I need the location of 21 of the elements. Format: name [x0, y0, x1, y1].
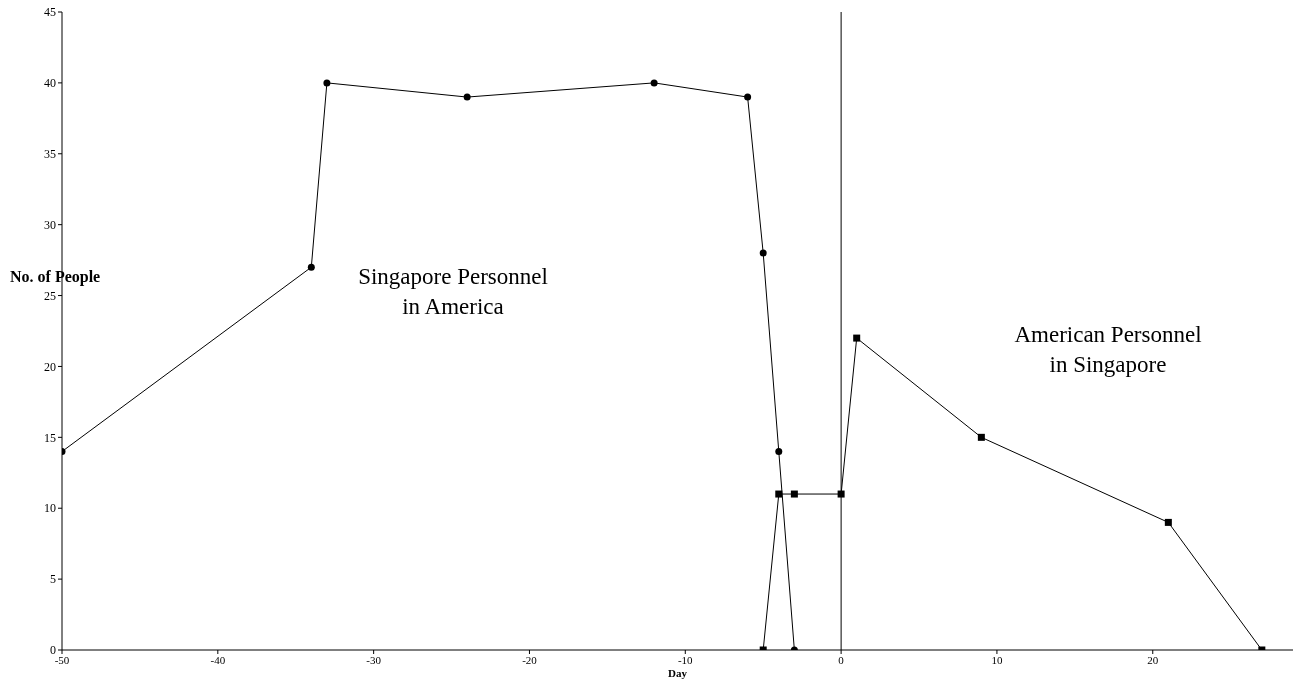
text: American Personnel in Singapore: [1014, 321, 1202, 379]
series-label: Singapore Personnel in America: [358, 263, 548, 321]
x-tick-label: -50: [54, 653, 70, 666]
y-tick-label: 15: [44, 430, 56, 445]
x-tick-label: -40: [210, 653, 226, 666]
y-tick-label: 25: [44, 288, 56, 303]
y-tick-label: 20: [44, 359, 56, 374]
x-tick-label: 10: [991, 653, 1003, 666]
x-tick-label: -10: [677, 653, 694, 666]
x-tick-label: 20: [1147, 653, 1159, 666]
y-tick-label: 40: [44, 76, 56, 91]
x-tick-label: -20: [522, 653, 538, 666]
y-axis-title: No. of People: [10, 268, 101, 286]
y-tick-label: 45: [44, 5, 56, 20]
x-axis-title: Day: [668, 667, 688, 679]
x-tick-label: 0: [838, 653, 845, 666]
y-tick-label: 30: [44, 217, 56, 232]
y-tick-label: 5: [50, 572, 56, 587]
y-tick-label: 10: [44, 501, 56, 516]
x-tick-label: -30: [366, 653, 382, 666]
y-tick-label: 35: [44, 147, 56, 162]
